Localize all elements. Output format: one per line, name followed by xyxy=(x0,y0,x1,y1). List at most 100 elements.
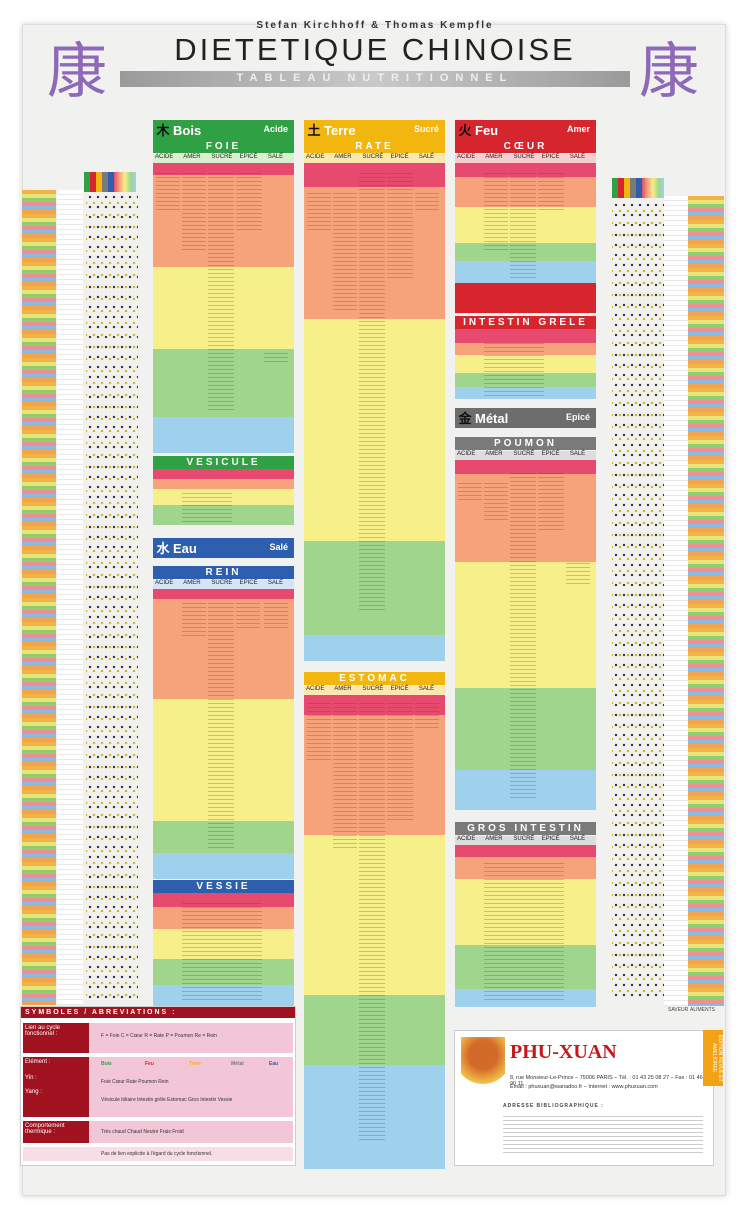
comportement-row xyxy=(23,1121,293,1143)
vesicule-entries xyxy=(182,490,232,522)
yin-items: Foie Cœur Rate Poumon Rein xyxy=(101,1079,169,1085)
page-title: DIETETIQUE CHINOISE xyxy=(174,32,576,67)
estomac-entries-epice xyxy=(387,700,413,820)
estomac-band-frais xyxy=(304,995,445,1065)
yang-items: Vésicule biliaire Intestin grêle Estomac… xyxy=(101,1097,233,1103)
poumon-band-froid xyxy=(455,770,596,810)
edition-badge: EDITION REVUE ET AMELIOREE xyxy=(703,1030,723,1086)
element-header-metal: 金 Métal Epicé xyxy=(455,408,596,428)
coeur-entries-epice xyxy=(538,170,564,210)
right-flavor-column xyxy=(664,196,688,1006)
publisher-address: 8, rue Monsieur-Le-Prince – 75006 PARIS … xyxy=(510,1075,711,1087)
estomac-band-chaud xyxy=(304,715,445,835)
organ-coeur: CŒUR xyxy=(455,140,596,153)
rate-columns: ACIDE AMER SUCRÉ EPICÉ SALÉ xyxy=(304,154,445,163)
chinese-glyph-left: 康 xyxy=(47,37,107,107)
right-saveur-label: SAVEUR xyxy=(668,1007,689,1013)
right-symbol-grid xyxy=(612,200,664,1000)
estomac-entries-acide xyxy=(307,700,331,760)
bois-saveur: Acide xyxy=(263,124,288,134)
col-amer: AMER xyxy=(485,451,503,457)
foie-entries-sucre xyxy=(208,170,234,410)
foie-entries-amer xyxy=(182,170,206,250)
authors: Stefan Kirchhoff & Thomas Kempfle xyxy=(256,20,494,31)
eau-name: Eau xyxy=(173,541,197,556)
foie-band-frais xyxy=(153,349,294,417)
gi-columns: ACIDE AMER SUCRÉ EPICÉ SALÉ xyxy=(455,836,596,845)
element-header-eau: 水 Eau Salé xyxy=(153,538,294,558)
rate-entries-acide xyxy=(307,190,331,230)
col-amer: AMER xyxy=(334,686,352,692)
organ-poumon: POUMON xyxy=(455,437,596,450)
publisher-logo-image xyxy=(461,1037,505,1097)
poumon-band-neutre xyxy=(455,562,596,688)
chinese-glyph-right: 康 xyxy=(639,37,699,107)
publisher-email: Email : phuxuan@wanadoo.fr – Internet : … xyxy=(510,1084,658,1090)
left-key-amer xyxy=(90,172,96,192)
col-sale: SALÉ xyxy=(569,451,586,457)
metal-saveur: Epicé xyxy=(565,412,590,422)
foie-columns: ACIDE AMER SUCRÉ EPICÉ SALÉ xyxy=(153,154,294,163)
col-acide: ACIDE xyxy=(306,154,325,160)
col-sucre: SUCRÉ xyxy=(513,154,535,160)
publisher-panel: PHU-XUAN 8, rue Monsieur-Le-Prince – 750… xyxy=(454,1030,714,1166)
legend-metal: Métal xyxy=(231,1061,244,1067)
rate-entries-amer xyxy=(333,190,357,310)
poumon-entries-sucre xyxy=(510,470,536,800)
poumon-band-tres-chaud xyxy=(455,460,596,474)
estomac-columns: ACIDE AMER SUCRÉ EPICÉ SALÉ xyxy=(304,686,445,695)
rate-entries-sale xyxy=(415,190,439,210)
right-key-acide xyxy=(612,178,618,198)
vesicule-band-tres-chaud xyxy=(153,469,294,479)
cycle-label: Lien au cycle fonctionnel : xyxy=(23,1023,89,1053)
col-acide: ACIDE xyxy=(457,836,476,842)
rein-entries-epice xyxy=(236,600,260,630)
col-epice: EPICÉ xyxy=(239,154,258,160)
foie-entries-sale xyxy=(264,350,288,362)
organ-vesicule: VESICULE BILIAIRE xyxy=(153,456,294,481)
foie-band-neutre xyxy=(153,267,294,349)
vesicule-band-neutre xyxy=(153,489,294,505)
col-sucre: SUCRÉ xyxy=(362,154,384,160)
rein-entries-sale xyxy=(264,600,288,628)
footnote: Pas de lien explicite à l'égard du cycle… xyxy=(101,1151,213,1157)
col-sale: SALÉ xyxy=(418,686,435,692)
legend-bois: Bois xyxy=(101,1061,112,1067)
col-sale: SALÉ xyxy=(267,154,284,160)
col-epice: EPICÉ xyxy=(541,836,560,842)
element-header-bois: 木 Bois Acide xyxy=(153,120,294,140)
col-acide: ACIDE xyxy=(155,580,174,586)
right-key-epice xyxy=(630,178,636,198)
col-acide: ACIDE xyxy=(457,154,476,160)
vessie-entries xyxy=(182,900,262,1000)
left-symbol-grid xyxy=(86,192,138,1004)
foie-band-chaud xyxy=(153,175,294,267)
estomac-entries-sale xyxy=(415,700,439,730)
element-label-block: Elément : Yin : Yang : xyxy=(23,1057,89,1117)
subtitle-band xyxy=(120,71,630,87)
estomac-band-neutre xyxy=(304,835,445,995)
left-key-acide xyxy=(84,172,90,192)
col-sucre: SUCRÉ xyxy=(513,451,535,457)
left-key-sale xyxy=(108,172,114,192)
right-food-color-strip xyxy=(688,196,724,1006)
legend-eau: Eau xyxy=(269,1061,279,1067)
rate-band-chaud xyxy=(304,187,445,319)
gi-band-froid xyxy=(455,989,596,1007)
coeur-band-chaud xyxy=(455,177,596,207)
rate-band-froid xyxy=(304,635,445,661)
symbols-panel: SYMBOLES / ABREVIATIONS : Lien au cycle … xyxy=(20,1006,296,1166)
rate-band-neutre xyxy=(304,319,445,541)
gi-band-frais xyxy=(455,945,596,989)
col-epice: EPICÉ xyxy=(390,686,409,692)
col-sale: SALÉ xyxy=(267,580,284,586)
coeur-columns: ACIDE AMER SUCRÉ EPICÉ SALÉ xyxy=(455,154,596,163)
ig-band-neutre xyxy=(455,355,596,373)
col-sucre: SUCRÉ xyxy=(211,580,233,586)
comportement-items: Très chaud Chaud Neutre Frais Froid xyxy=(101,1129,184,1135)
symbols-heading: SYMBOLES / ABREVIATIONS : xyxy=(21,1007,295,1018)
coeur-entries-amer xyxy=(484,170,508,250)
col-sucre: SUCRÉ xyxy=(362,686,384,692)
coeur-band-tres-chaud xyxy=(455,163,596,177)
organ-foie: FOIE xyxy=(153,140,294,153)
